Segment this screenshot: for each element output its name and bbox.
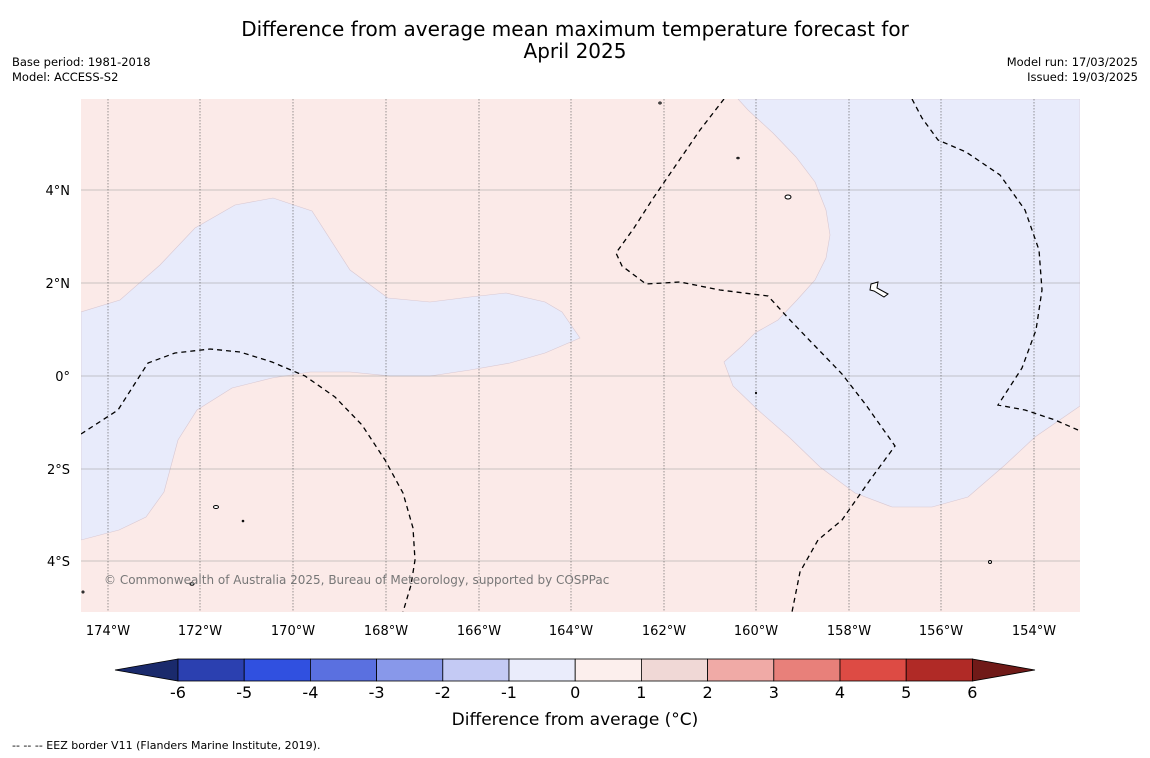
island-6 — [189, 582, 195, 586]
island-8 — [81, 590, 85, 594]
lon-label: 154°W — [1012, 624, 1056, 639]
lon-label: 158°W — [827, 624, 871, 639]
colorbar-tick-label: 2 — [703, 683, 713, 702]
lon-label: 160°W — [734, 624, 778, 639]
colorbar-tick-labels: -6 -5 -4 -3 -2 -1 0 1 2 3 4 5 6 — [170, 683, 977, 702]
lat-label-4n: 4°N — [46, 184, 71, 199]
colorbar-title: Difference from average (°C) — [451, 710, 699, 730]
island-5 — [241, 519, 245, 523]
colorbar-swatch — [641, 658, 709, 682]
eez-border-line-islands — [615, 99, 896, 612]
island-kiritimati — [869, 281, 889, 298]
lat-labels: 4°N 2°N 0° 2°S 4°S — [46, 184, 71, 570]
colorbar-tick-label: 0 — [570, 683, 580, 702]
colorbar-arrow-left — [114, 658, 179, 682]
title-line-1: Difference from average mean maximum tem… — [241, 17, 909, 41]
colorbar-tick-label: -2 — [435, 683, 451, 702]
colorbar-swatch — [243, 658, 311, 682]
colorbar-swatch — [773, 658, 841, 682]
chart-title: Difference from average mean maximum tem… — [0, 18, 1150, 62]
colorbar-swatch — [707, 658, 775, 682]
gridlines — [81, 189, 1080, 562]
colorbar-tick-label: -6 — [170, 683, 186, 702]
lon-label: 174°W — [86, 624, 130, 639]
lon-label: 172°W — [178, 624, 222, 639]
colorbar-tick-label: -4 — [302, 683, 318, 702]
map-area: © Commonwealth of Australia 2025, Bureau… — [81, 99, 1080, 612]
colorbar-tick-label: 1 — [636, 683, 646, 702]
island-1 — [658, 101, 662, 105]
island-4 — [213, 505, 219, 509]
model-run: Model run: 17/03/2025 — [1006, 55, 1138, 69]
colorbar-tick-label: -3 — [369, 683, 385, 702]
lon-label: 162°W — [642, 624, 686, 639]
negative-anomaly-region-east — [723, 99, 1080, 508]
copyright-text: © Commonwealth of Australia 2025, Bureau… — [104, 573, 609, 587]
island-9 — [754, 391, 758, 395]
meridians — [107, 99, 1035, 612]
colorbar-swatch — [508, 658, 576, 682]
eez-borders — [81, 99, 1079, 612]
colorbar-swatch — [376, 658, 444, 682]
colorbar — [114, 658, 1036, 682]
lon-label: 170°W — [271, 624, 315, 639]
lat-label-2s: 2°S — [47, 463, 70, 478]
model-name: Model: ACCESS-S2 — [12, 70, 119, 84]
island-7 — [988, 560, 992, 564]
lon-labels: 174°W 172°W 170°W 168°W 166°W 164°W 162°… — [86, 624, 1056, 639]
lat-label-2n: 2°N — [46, 277, 71, 292]
lon-label: 166°W — [457, 624, 501, 639]
colorbar-tick-label: 4 — [835, 683, 845, 702]
colorbar-tick-label: 6 — [967, 683, 977, 702]
footnote: -- -- -- EEZ border V11 (Flanders Marine… — [12, 739, 321, 752]
base-period: Base period: 1981-2018 — [12, 55, 151, 69]
lat-label-0: 0° — [55, 370, 70, 385]
colorbar-tick-label: -5 — [236, 683, 252, 702]
colorbar-swatch — [309, 658, 377, 682]
lon-label: 164°W — [549, 624, 593, 639]
island-3 — [784, 194, 792, 200]
eez-border-east — [911, 99, 1079, 431]
colorbar-swatch — [442, 658, 510, 682]
issued-date: Issued: 19/03/2025 — [1027, 70, 1138, 84]
colorbar-arrow-right — [972, 658, 1036, 682]
island-2 — [736, 156, 740, 160]
colorbar-swatch — [574, 658, 642, 682]
colorbar-swatch — [905, 658, 973, 682]
colorbar-tick-label: -1 — [501, 683, 517, 702]
colorbar-tick-label: 5 — [901, 683, 911, 702]
meta-left: Base period: 1981-2018 Model: ACCESS-S2 — [12, 55, 151, 85]
meta-right: Model run: 17/03/2025 Issued: 19/03/2025 — [1007, 55, 1138, 85]
colorbar-swatch — [839, 658, 907, 682]
islands — [81, 101, 992, 594]
eez-border-kiribati-phoenix — [81, 348, 416, 612]
colorbar-swatch — [177, 658, 245, 682]
lat-label-4s: 4°S — [47, 555, 70, 570]
lon-label: 156°W — [919, 624, 963, 639]
lon-label: 168°W — [364, 624, 408, 639]
title-line-2: April 2025 — [523, 39, 627, 63]
negative-anomaly-region-west — [81, 197, 581, 541]
colorbar-tick-label: 3 — [769, 683, 779, 702]
